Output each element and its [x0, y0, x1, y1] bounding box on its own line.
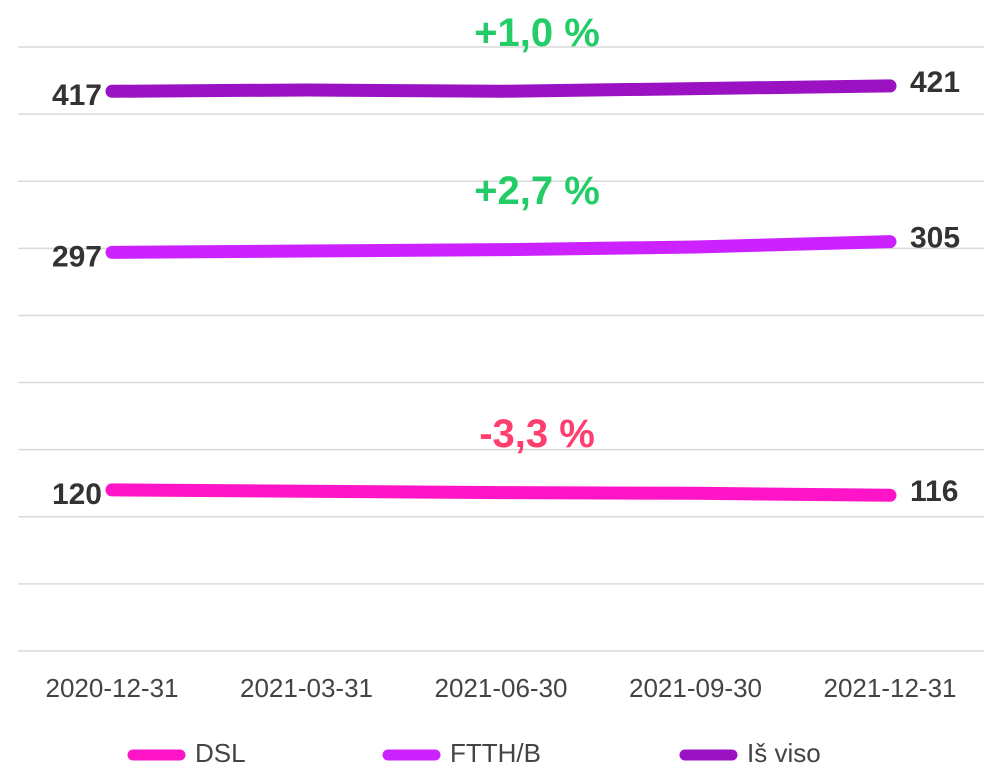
- line: [105, 79, 897, 98]
- x-tick-label: 2021-12-31: [824, 673, 957, 703]
- end-label: 417: [52, 79, 102, 112]
- annotation: +1,0 %: [474, 11, 600, 55]
- end-label: 421: [910, 66, 960, 99]
- legend-label: DSL: [195, 738, 246, 768]
- end-label: 120: [52, 478, 102, 511]
- annotation: -3,3 %: [479, 412, 595, 456]
- x-tick-label: 2021-06-30: [435, 673, 568, 703]
- x-tick-label: 2020-12-31: [46, 673, 179, 703]
- x-tick-label: 2021-03-31: [240, 673, 373, 703]
- end-label: 116: [910, 475, 958, 508]
- x-tick-label: 2021-09-30: [629, 673, 762, 703]
- annotation: +2,7 %: [474, 169, 600, 213]
- legend-label: Iš viso: [747, 738, 821, 768]
- line: [105, 235, 897, 259]
- legend-label: FTTH/B: [450, 738, 541, 768]
- end-label: 305: [910, 222, 960, 255]
- end-label: 297: [52, 240, 102, 273]
- line: [105, 483, 897, 502]
